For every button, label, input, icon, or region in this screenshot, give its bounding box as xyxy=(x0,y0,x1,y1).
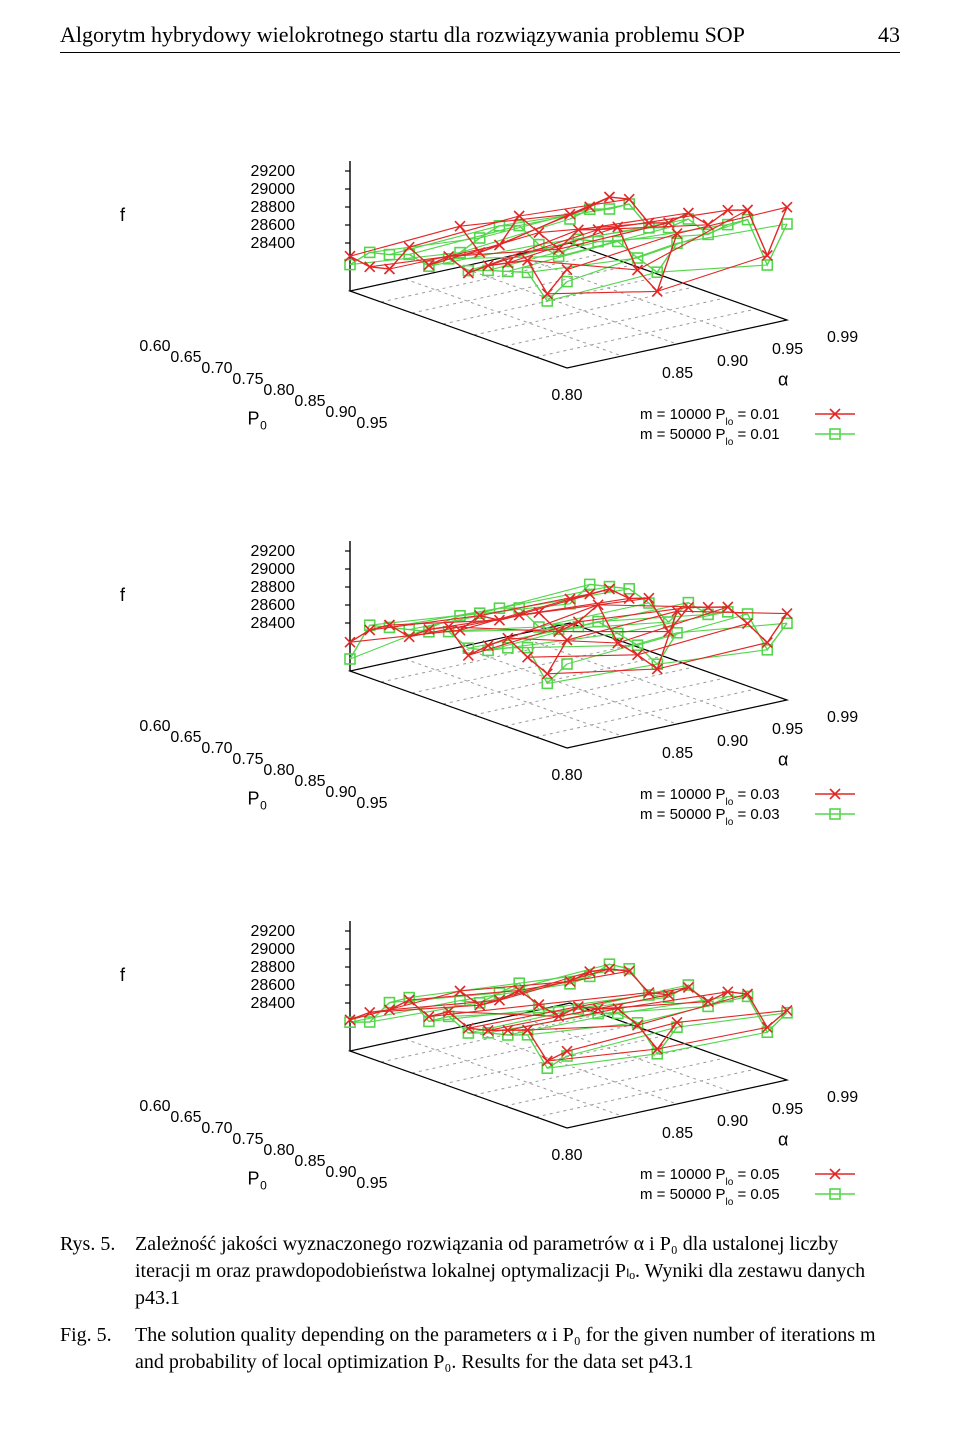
svg-text:0.85: 0.85 xyxy=(662,745,693,762)
svg-text:28600: 28600 xyxy=(251,597,296,614)
plot-1: 2920029000288002860028400f0.600.650.700.… xyxy=(60,81,900,461)
svg-text:0.85: 0.85 xyxy=(294,393,325,410)
svg-text:28400: 28400 xyxy=(251,615,296,632)
svg-text:0.70: 0.70 xyxy=(201,740,232,757)
svg-text:29200: 29200 xyxy=(251,543,296,560)
svg-text:m = 10000 Plo = 0.03: m = 10000 Plo = 0.03 xyxy=(640,786,780,808)
svg-text:0.65: 0.65 xyxy=(170,349,201,366)
svg-text:0.95: 0.95 xyxy=(772,721,803,738)
svg-text:f: f xyxy=(120,585,126,605)
caption-fig-label: Fig. 5. xyxy=(60,1322,130,1349)
caption-rys: Rys. 5. Zależność jakości wyznaczonego r… xyxy=(60,1231,900,1312)
svg-text:0: 0 xyxy=(260,1179,267,1193)
svg-text:0.95: 0.95 xyxy=(356,415,387,432)
svg-text:0.80: 0.80 xyxy=(263,382,294,399)
svg-text:P: P xyxy=(247,409,259,429)
svg-text:0.65: 0.65 xyxy=(170,1109,201,1126)
svg-text:29000: 29000 xyxy=(251,561,296,578)
page: Algorytm hybrydowy wielokrotnego startu … xyxy=(0,0,960,1456)
plot-3: 2920029000288002860028400f0.600.650.700.… xyxy=(60,841,900,1221)
svg-text:28800: 28800 xyxy=(251,959,296,976)
svg-text:29200: 29200 xyxy=(251,923,296,940)
svg-text:0.85: 0.85 xyxy=(662,1125,693,1142)
svg-text:0.99: 0.99 xyxy=(827,709,858,726)
svg-text:m = 10000 Plo = 0.01: m = 10000 Plo = 0.01 xyxy=(640,406,780,428)
svg-text:0.60: 0.60 xyxy=(139,338,170,355)
caption-fig-body: The solution quality depending on the pa… xyxy=(135,1322,885,1376)
svg-text:m = 10000 Plo = 0.05: m = 10000 Plo = 0.05 xyxy=(640,1166,780,1188)
svg-text:0: 0 xyxy=(260,799,267,813)
svg-text:28800: 28800 xyxy=(251,579,296,596)
svg-text:0.90: 0.90 xyxy=(325,404,356,421)
svg-text:m = 50000 Plo = 0.01: m = 50000 Plo = 0.01 xyxy=(640,426,780,448)
svg-text:0.99: 0.99 xyxy=(827,1089,858,1106)
svg-text:28600: 28600 xyxy=(251,217,296,234)
svg-text:0.95: 0.95 xyxy=(356,795,387,812)
svg-text:0.80: 0.80 xyxy=(551,387,582,404)
svg-text:0.80: 0.80 xyxy=(551,1147,582,1164)
svg-text:f: f xyxy=(120,965,126,985)
svg-text:28600: 28600 xyxy=(251,977,296,994)
svg-text:m = 50000 Plo = 0.03: m = 50000 Plo = 0.03 xyxy=(640,806,780,828)
svg-text:0.70: 0.70 xyxy=(201,360,232,377)
svg-text:0.75: 0.75 xyxy=(232,1131,263,1148)
svg-text:29000: 29000 xyxy=(251,941,296,958)
svg-text:m = 50000 Plo = 0.05: m = 50000 Plo = 0.05 xyxy=(640,1186,780,1208)
caption-rys-body: Zależność jakości wyznaczonego rozwiązan… xyxy=(135,1231,885,1312)
svg-text:0.85: 0.85 xyxy=(294,773,325,790)
svg-text:0.70: 0.70 xyxy=(201,1120,232,1137)
svg-text:0.80: 0.80 xyxy=(551,767,582,784)
svg-text:0.99: 0.99 xyxy=(827,329,858,346)
svg-text:0.90: 0.90 xyxy=(325,784,356,801)
svg-text:0.75: 0.75 xyxy=(232,371,263,388)
page-number: 43 xyxy=(878,22,900,48)
svg-text:0.90: 0.90 xyxy=(717,353,748,370)
svg-text:0.95: 0.95 xyxy=(356,1175,387,1192)
caption-rys-label: Rys. 5. xyxy=(60,1231,130,1258)
svg-text:0.90: 0.90 xyxy=(717,733,748,750)
svg-text:0.85: 0.85 xyxy=(294,1153,325,1170)
svg-text:0.60: 0.60 xyxy=(139,718,170,735)
svg-text:0.90: 0.90 xyxy=(325,1164,356,1181)
svg-text:0.90: 0.90 xyxy=(717,1113,748,1130)
svg-text:0.65: 0.65 xyxy=(170,729,201,746)
caption-fig: Fig. 5. The solution quality depending o… xyxy=(60,1322,900,1376)
svg-text:28800: 28800 xyxy=(251,199,296,216)
svg-text:α: α xyxy=(778,370,788,390)
svg-text:0.75: 0.75 xyxy=(232,751,263,768)
svg-text:29200: 29200 xyxy=(251,163,296,180)
svg-text:0.95: 0.95 xyxy=(772,341,803,358)
svg-text:28400: 28400 xyxy=(251,235,296,252)
svg-text:P: P xyxy=(247,1169,259,1189)
svg-text:0.80: 0.80 xyxy=(263,762,294,779)
svg-text:28400: 28400 xyxy=(251,995,296,1012)
svg-text:0.95: 0.95 xyxy=(772,1101,803,1118)
svg-text:f: f xyxy=(120,205,126,225)
page-header: Algorytm hybrydowy wielokrotnego startu … xyxy=(60,0,900,53)
svg-text:α: α xyxy=(778,750,788,770)
svg-text:0.85: 0.85 xyxy=(662,365,693,382)
running-title: Algorytm hybrydowy wielokrotnego startu … xyxy=(60,22,745,48)
spacer xyxy=(60,53,900,81)
svg-text:P: P xyxy=(247,789,259,809)
svg-text:0.60: 0.60 xyxy=(139,1098,170,1115)
svg-text:0: 0 xyxy=(260,419,267,433)
svg-text:α: α xyxy=(778,1130,788,1150)
plot-2: 2920029000288002860028400f0.600.650.700.… xyxy=(60,461,900,841)
svg-text:0.80: 0.80 xyxy=(263,1142,294,1159)
svg-text:29000: 29000 xyxy=(251,181,296,198)
